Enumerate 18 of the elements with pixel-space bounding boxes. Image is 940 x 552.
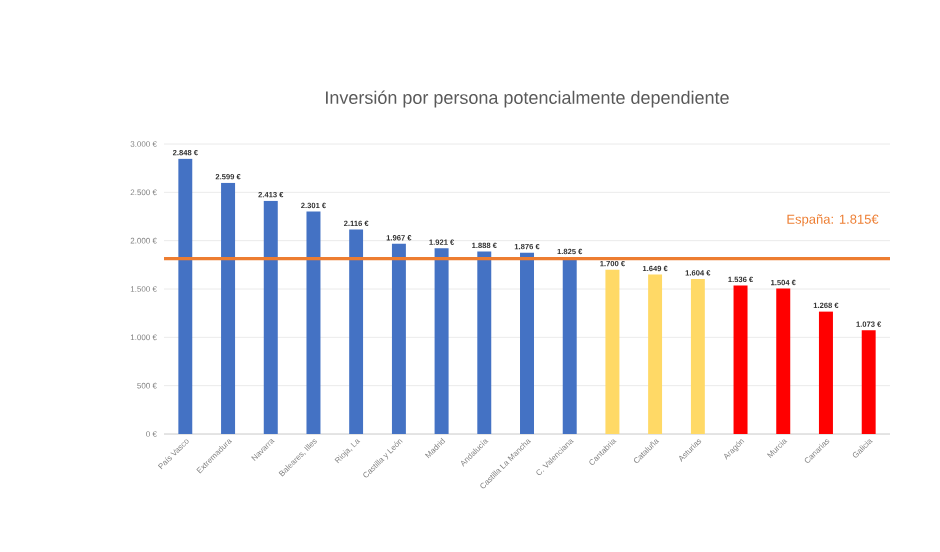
bar	[818, 311, 833, 434]
bar	[690, 278, 705, 434]
bar	[391, 243, 406, 434]
bar	[306, 211, 321, 434]
bar	[477, 251, 492, 434]
bar	[520, 252, 535, 434]
bar	[861, 330, 876, 434]
bar	[221, 182, 236, 434]
bar	[349, 229, 364, 434]
chart-title: Inversión por persona potencialmente dependiente	[326, 90, 729, 108]
bar	[733, 285, 748, 434]
bar	[648, 274, 663, 434]
bar	[434, 248, 449, 434]
bar	[263, 200, 278, 434]
bar	[178, 158, 193, 434]
bar	[605, 269, 620, 434]
bar	[776, 288, 791, 434]
bar	[562, 257, 577, 434]
